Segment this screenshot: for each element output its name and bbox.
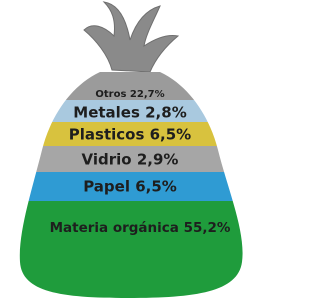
band-label: Otros 22,7% <box>95 89 164 100</box>
band-label: Metales 2,8% <box>73 104 186 122</box>
garbage-bag-infographic: Otros 22,7% Metales 2,8% Plasticos 6,5% … <box>0 0 256 302</box>
bag-knot <box>84 2 178 72</box>
band-materia-organica <box>0 201 256 302</box>
band-label: Plasticos 6,5% <box>69 126 191 144</box>
band-label: Vidrio 2,9% <box>82 151 179 169</box>
band-label: Papel 6,5% <box>83 178 177 196</box>
band-label: Materia orgánica 55,2% <box>50 220 231 236</box>
